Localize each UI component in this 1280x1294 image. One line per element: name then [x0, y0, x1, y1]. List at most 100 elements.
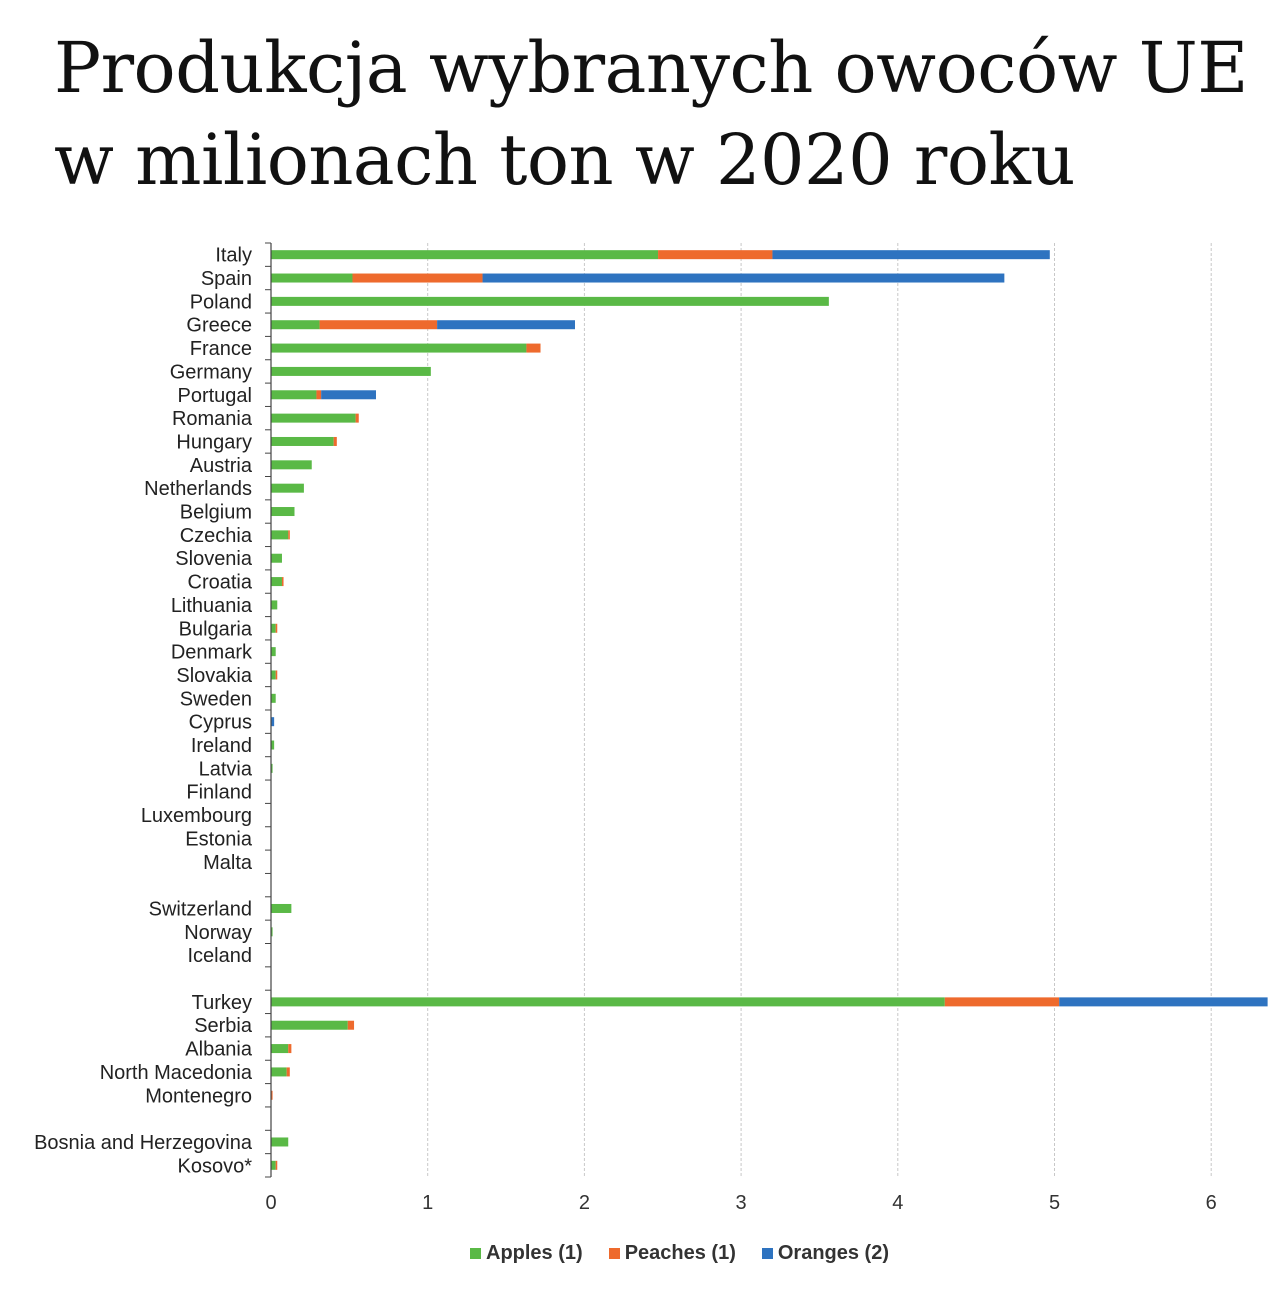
bar-segment [271, 1044, 289, 1054]
x-tick-label: 6 [1206, 1192, 1217, 1214]
bar-segment [271, 903, 292, 913]
category-label: Hungary [176, 431, 252, 453]
bar-segment [271, 717, 275, 727]
bar-segment [271, 693, 276, 703]
bar-segment [271, 296, 829, 306]
category-label: Poland [190, 291, 252, 313]
category-label: Croatia [188, 572, 253, 594]
bar-segment [347, 1020, 355, 1030]
legend-item: Apples (1) [470, 1242, 583, 1265]
legend-item: Oranges (2) [761, 1241, 890, 1265]
bar-segment [271, 530, 289, 540]
bar-segment [271, 1160, 276, 1170]
category-axis [265, 242, 272, 1178]
bar-segment [275, 1160, 278, 1170]
category-label: Luxembourg [141, 805, 252, 827]
bar-segment [321, 390, 376, 400]
category-labels: ItalySpainPolandGreeceFranceGermanyPortu… [34, 245, 253, 1178]
bar-segment [271, 320, 320, 330]
category-label: Netherlands [144, 478, 252, 500]
category-label: Portugal [178, 385, 253, 407]
category-label: Finland [186, 782, 252, 804]
legend-swatch [761, 1247, 773, 1259]
x-tick-label: 4 [892, 1192, 903, 1214]
category-label: Italy [215, 245, 252, 267]
chart-title-line-2: w milionach ton w 2020 roku [54, 119, 1075, 201]
bar-segment [355, 413, 359, 423]
category-label: France [190, 338, 252, 360]
category-label: Bosnia and Herzegovina [34, 1132, 253, 1154]
category-label: Greece [186, 315, 252, 337]
category-label: Cyprus [189, 712, 252, 734]
chart-title: Produkcja wybranych owoców UE w milionac… [54, 22, 1254, 206]
x-tick-label: 3 [736, 1192, 747, 1214]
category-label: Latvia [199, 758, 253, 780]
bar-segment [482, 273, 1005, 283]
bar-segment [271, 343, 527, 353]
bar-segment [271, 413, 356, 423]
bar-segment [271, 1067, 287, 1077]
bar-segment [271, 366, 431, 376]
category-label: Romania [172, 408, 253, 430]
x-tick-labels: 0 1 2 3 4 5 6 [265, 1192, 1216, 1214]
bar-segment [944, 997, 1060, 1007]
category-label: Kosovo* [178, 1155, 253, 1177]
bar-segment [271, 273, 353, 283]
bar-segment [319, 320, 438, 330]
legend-label: Apples (1) [486, 1241, 583, 1264]
legend-label: Oranges (2) [777, 1241, 890, 1264]
bar-segment [271, 436, 334, 446]
category-label: Malta [203, 852, 253, 874]
bar-segment [271, 997, 945, 1007]
bar-segment [1059, 997, 1268, 1007]
bar-segment [772, 250, 1050, 260]
bar-segment [271, 1090, 273, 1100]
chart-title-line-1: Produkcja wybranych owoców UE [54, 27, 1248, 109]
category-label: Czechia [180, 525, 253, 547]
x-tick-label: 2 [579, 1192, 590, 1214]
bar-segment [271, 577, 282, 587]
category-label: Lithuania [171, 595, 253, 617]
category-label: Slovakia [176, 665, 252, 687]
bar-segment [288, 530, 290, 540]
bar-segment [281, 577, 284, 587]
legend: Apples (1) Peaches (1) Oranges (2) [470, 1238, 889, 1268]
bar-segment [286, 1067, 290, 1077]
category-label: Sweden [180, 688, 252, 710]
category-label: Serbia [194, 1015, 253, 1037]
category-label: Albania [185, 1039, 253, 1061]
category-label: Ireland [191, 735, 252, 757]
bar-segment [271, 390, 317, 400]
category-label: Belgium [180, 502, 252, 524]
bar-segment [437, 320, 575, 330]
bar-segment [271, 740, 275, 750]
category-label: Norway [184, 922, 252, 944]
category-label: Montenegro [145, 1085, 252, 1107]
bar-segment [658, 250, 773, 260]
bar-segment [271, 623, 276, 633]
category-label: Spain [201, 268, 252, 290]
legend-label: Peaches (1) [624, 1241, 736, 1264]
bar-segment [333, 436, 337, 446]
category-label: Iceland [188, 945, 253, 967]
category-label: Estonia [185, 828, 253, 850]
bar-segment [271, 763, 273, 773]
category-label: Germany [170, 361, 252, 383]
bar-segment [352, 273, 483, 283]
bar-segment [271, 250, 659, 260]
bar-segment [526, 343, 541, 353]
gridlines [427, 243, 1212, 1177]
legend-item: Peaches (1) [608, 1241, 736, 1265]
bars [271, 250, 1268, 1170]
bar-segment [271, 927, 273, 937]
legend-swatch [470, 1247, 481, 1259]
category-label: Austria [190, 455, 253, 477]
bar-segment [271, 647, 276, 657]
x-tick-label: 1 [422, 1192, 433, 1214]
x-tick-label: 0 [265, 1192, 276, 1214]
category-label: Denmark [171, 642, 253, 664]
bar-segment [271, 483, 304, 493]
bar-segment [275, 623, 278, 633]
category-label: Bulgaria [179, 618, 253, 640]
